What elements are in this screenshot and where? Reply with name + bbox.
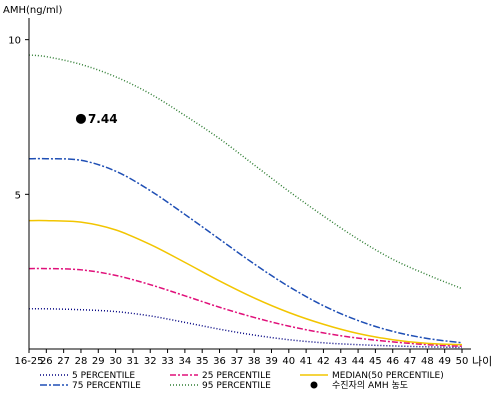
legend-label-5: 95 PERCENTILE bbox=[202, 381, 271, 391]
patient-amh-value-label: 7.44 bbox=[88, 112, 118, 126]
x-tick-label: 43 bbox=[334, 356, 347, 367]
x-tick-label: 36 bbox=[213, 356, 226, 367]
x-tick-label: 39 bbox=[265, 356, 278, 367]
x-tick-label: 35 bbox=[196, 356, 209, 367]
series-line-95-percentile bbox=[28, 54, 463, 290]
series-line-median-50-percentile bbox=[28, 219, 463, 346]
x-axis-label: 나이 bbox=[472, 355, 492, 368]
x-tick-label: 33 bbox=[161, 356, 174, 367]
x-tick-label: 27 bbox=[57, 356, 70, 367]
x-tick-label: 30 bbox=[109, 356, 122, 367]
x-tick-label: 38 bbox=[248, 356, 261, 367]
legend-label-1: 5 PERCENTILE bbox=[72, 371, 135, 381]
x-tick-label: 47 bbox=[404, 356, 417, 367]
axis-layer bbox=[28, 18, 471, 350]
x-tick-label: 26 bbox=[40, 356, 53, 367]
x-tick-label: 37 bbox=[230, 356, 243, 367]
patient-amh-point bbox=[75, 113, 86, 124]
x-tick-label: 28 bbox=[75, 356, 88, 367]
x-tick-label: 32 bbox=[144, 356, 157, 367]
x-tick-label: 42 bbox=[317, 356, 330, 367]
y-tick-label: 10 bbox=[8, 36, 21, 47]
x-tick-label: 40 bbox=[282, 356, 295, 367]
legend: 5 PERCENTILE 25 PERCENTILE MEDIAN(50 PERCE… bbox=[40, 371, 444, 391]
x-tick-label: 29 bbox=[92, 356, 105, 367]
legend-label-2: 25 PERCENTILE bbox=[202, 371, 271, 381]
legend-swatch-6 bbox=[310, 381, 318, 389]
y-tick-layer: 5 10 bbox=[8, 36, 29, 201]
x-tick-label: 41 bbox=[300, 356, 313, 367]
x-tick-label: 50 bbox=[456, 356, 469, 367]
x-tick-label: 49 bbox=[438, 356, 451, 367]
series-line-25-percentile bbox=[28, 267, 463, 347]
x-tick-label: 48 bbox=[421, 356, 434, 367]
series-layer bbox=[28, 54, 463, 349]
x-tick-label: 34 bbox=[179, 356, 192, 367]
x-tick-label: 44 bbox=[352, 356, 365, 367]
x-tick-label: 31 bbox=[127, 356, 140, 367]
legend-label-3: MEDIAN(50 PERCENTILE) bbox=[332, 371, 444, 381]
x-tick-label: 45 bbox=[369, 356, 382, 367]
legend-label-4: 75 PERCENTILE bbox=[72, 381, 141, 391]
y-axis-label: AMH(ng/ml) bbox=[3, 5, 62, 16]
x-tick-label: 16-25 bbox=[14, 356, 43, 367]
series-line-75-percentile bbox=[28, 157, 463, 344]
series-line-5-percentile bbox=[28, 307, 463, 349]
x-tick-label: 46 bbox=[386, 356, 399, 367]
legend-label-6: 수진자의 AMH 농도 bbox=[332, 380, 408, 391]
y-tick-label: 5 bbox=[15, 190, 21, 201]
point-layer: 7.44 bbox=[75, 112, 118, 126]
